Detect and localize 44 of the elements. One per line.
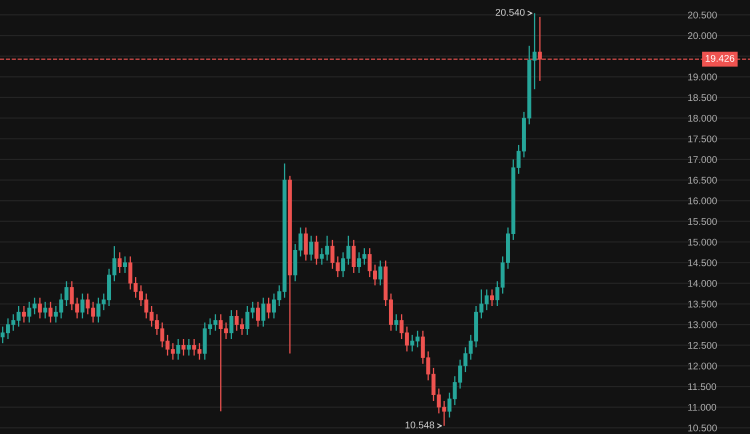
annotation: 20.540	[496, 8, 525, 16]
candlestick	[176, 338, 180, 360]
candlestick	[229, 309, 234, 340]
y-tick-label: 14.000	[688, 280, 717, 287]
ref-line-label: 19.426	[706, 54, 734, 62]
candlestick	[118, 252, 122, 274]
candlestick	[490, 288, 494, 307]
y-tick-label: 16.500	[688, 176, 717, 184]
candlestick	[314, 235, 318, 266]
y-tick-label: 15.000	[688, 238, 717, 246]
y-tick-label: 16.000	[688, 197, 717, 204]
candlestick	[22, 305, 26, 324]
candlestick	[266, 297, 271, 319]
candlestick	[123, 256, 127, 274]
y-tick-label: 15.500	[688, 218, 717, 225]
y-tick-label: 11.000	[688, 404, 716, 411]
candlestick	[309, 235, 314, 262]
candlestick	[43, 301, 48, 319]
y-tick-label: 13.500	[688, 300, 717, 308]
y-tick-label: 14.500	[688, 259, 717, 266]
y-tick-label: 12.000	[688, 362, 717, 370]
candlestick	[261, 297, 266, 328]
candlestick	[378, 260, 382, 286]
y-tick-label: 12.500	[688, 342, 717, 349]
y-tick-label: 19.000	[688, 74, 717, 80]
y-tick-label: 11.500	[688, 383, 716, 390]
y-tick-label: 20.500	[688, 12, 717, 18]
y-tick-label: 17.500	[688, 135, 717, 142]
candlestick	[48, 301, 53, 324]
candlestick	[186, 338, 191, 356]
y-tick-label: 10.500	[688, 424, 717, 432]
candlestick	[352, 239, 356, 274]
candlestick	[80, 292, 84, 319]
candlestick	[256, 301, 260, 328]
candlestick	[394, 314, 398, 332]
annotation: 10.548	[406, 422, 434, 428]
candlestick	[182, 338, 186, 356]
candlestick	[38, 297, 42, 319]
y-tick-label: 18.000	[688, 114, 717, 122]
y-tick-label: 18.500	[688, 94, 717, 102]
y-tick-label: 13.000	[688, 321, 717, 328]
y-tick-label: 17.000	[688, 156, 717, 164]
y-tick-label: 20.000	[688, 32, 717, 40]
candlestick	[304, 226, 308, 262]
